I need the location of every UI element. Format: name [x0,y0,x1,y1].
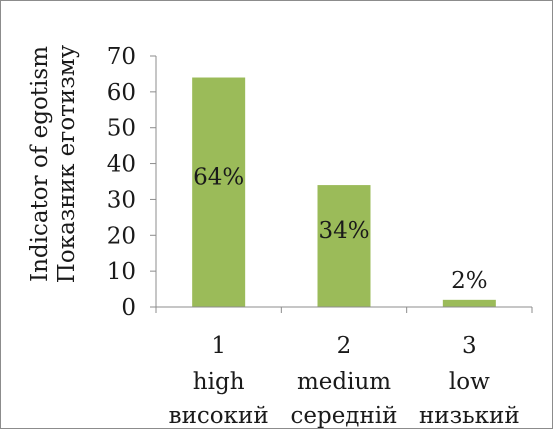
y-tick-label: 60 [107,80,136,106]
category-label: 2 [337,333,352,359]
bar [192,77,246,307]
category-label: низький [419,403,520,429]
y-tick-label: 30 [107,187,136,213]
y-axis-title-uk: Показник еготизму [54,44,80,283]
data-label: 34% [318,218,369,244]
y-axis-title-en: Indicator of egotism [27,46,53,282]
y-tick-label: 70 [107,44,136,70]
category-label: 1 [211,333,226,359]
category-label: medium [297,369,391,395]
category-label: high [193,369,245,395]
data-label: 64% [193,164,244,190]
y-tick-label: 20 [107,223,136,249]
bars [192,77,496,307]
category-label: 3 [462,333,477,359]
bar [442,299,496,307]
y-tick-label: 40 [107,152,136,178]
y-tick-label: 10 [107,259,136,285]
data-labels: 64% 34% 2% [193,164,487,294]
category-label: середній [290,403,397,429]
category-labels: 1 high високий 2 medium середній 3 low низький [155,307,533,429]
category-label: високий [169,403,269,429]
y-tick-label: 0 [121,295,136,321]
y-axis-ticks: 0 10 20 30 40 50 60 70 [107,44,156,321]
data-label: 2% [451,268,488,294]
bar [317,185,371,307]
y-tick-label: 50 [107,116,136,142]
category-label: low [449,369,490,395]
